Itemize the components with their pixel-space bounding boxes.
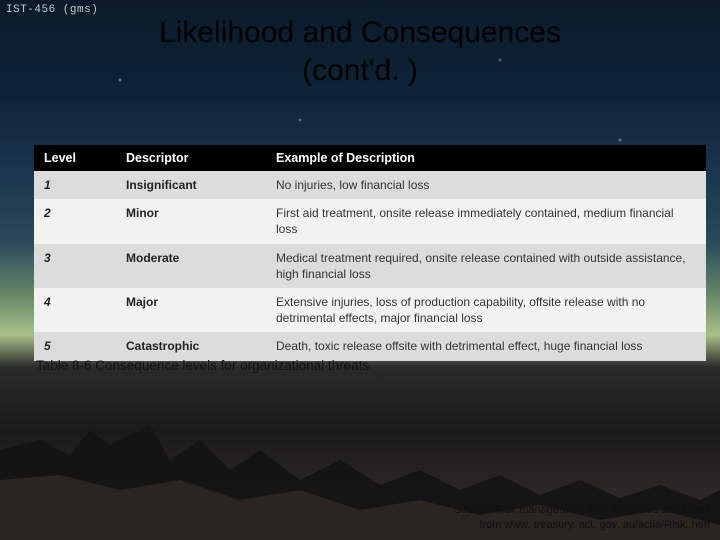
source-line-1: Source: Risk management plan templates a… (454, 504, 710, 516)
consequence-table-container: Level Descriptor Example of Description … (34, 145, 706, 361)
source-line-2: from www. treasury. act. gov. au/actia/R… (479, 519, 710, 531)
cell-level: 4 (34, 288, 116, 332)
col-header-descriptor: Descriptor (116, 145, 266, 171)
consequence-table: Level Descriptor Example of Description … (34, 145, 706, 361)
cell-descriptor: Minor (116, 199, 266, 243)
table-caption: Table 8-6 Consequence levels for organiz… (36, 358, 369, 373)
cell-example: First aid treatment, onsite release imme… (266, 199, 706, 243)
cell-descriptor: Catastrophic (116, 332, 266, 360)
col-header-level: Level (34, 145, 116, 171)
cell-descriptor: Major (116, 288, 266, 332)
col-header-example: Example of Description (266, 145, 706, 171)
cell-example: Death, toxic release offsite with detrim… (266, 332, 706, 360)
table-row: 2 Minor First aid treatment, onsite rele… (34, 199, 706, 243)
cell-level: 1 (34, 171, 116, 199)
cell-example: No injuries, low financial loss (266, 171, 706, 199)
table-row: 4 Major Extensive injuries, loss of prod… (34, 288, 706, 332)
cell-descriptor: Insignificant (116, 171, 266, 199)
title-line-1: Likelihood and Consequences (159, 16, 561, 49)
cell-level: 5 (34, 332, 116, 360)
cell-example: Extensive injuries, loss of production c… (266, 288, 706, 332)
cell-descriptor: Moderate (116, 244, 266, 288)
table-row: 1 Insignificant No injuries, low financi… (34, 171, 706, 199)
cell-example: Medical treatment required, onsite relea… (266, 244, 706, 288)
source-citation: Source: Risk management plan templates a… (454, 503, 710, 532)
table-row: 5 Catastrophic Death, toxic release offs… (34, 332, 706, 360)
table-header-row: Level Descriptor Example of Description (34, 145, 706, 171)
cell-level: 2 (34, 199, 116, 243)
cell-level: 3 (34, 244, 116, 288)
page-title: Likelihood and Consequences (cont'd. ) (0, 14, 720, 89)
title-line-2: (cont'd. ) (302, 54, 418, 87)
table-row: 3 Moderate Medical treatment required, o… (34, 244, 706, 288)
